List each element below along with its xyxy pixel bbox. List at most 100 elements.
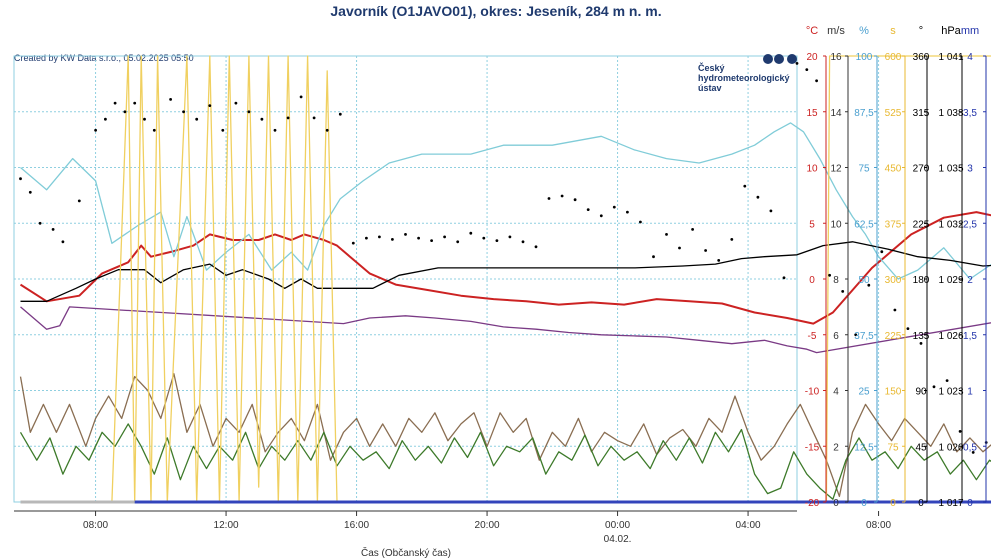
axis-tick-label: 375 [885,219,902,230]
date-label: 04.02. [604,534,632,545]
series-line-5 [19,423,991,500]
scatter-point [351,241,355,245]
axis-tick-label: 45 [915,442,927,453]
axis-tick-label: 0 [890,498,896,509]
axis-tick-label: 25 [858,387,870,398]
axis-tick-label: 12,5 [854,442,874,453]
scatter-point [365,236,368,240]
axis-tick-label: 75 [887,442,899,453]
axis-tick-label: 525 [885,108,902,119]
axis-tick-label: 100 [856,52,873,63]
scatter-point [123,110,127,114]
axis-unit: m/s [827,25,845,37]
scatter-point [61,240,65,244]
scatter-point [19,177,22,181]
scatter-point [299,95,303,99]
chart-credit: Created by KW Data s.r.o., 05.02.2025 05… [14,53,194,63]
scatter-point [626,210,629,214]
axis-tick-label: -10 [805,387,820,398]
axis-tick-label: 4 [967,52,973,63]
logo-dot-icon [787,54,797,64]
axis-tick-label: 4 [833,387,839,398]
scatter-point [482,236,486,240]
scatter-point [691,228,694,231]
axis-tick-label: 270 [913,164,930,175]
scatter-point [880,250,884,254]
axis-layer: 08:0012:0016:0020:0000:0004:0008:0012:00… [83,25,987,545]
scatter-point [208,104,212,107]
axis-tick-label: 1 [967,387,973,398]
scatter-point [51,228,55,231]
series-line-4 [19,373,991,498]
axis-unit: hPa [941,25,961,37]
scatter-point [234,101,238,105]
axis-tick-label: 3 [967,164,973,175]
axis-tick-label: 0 [967,498,973,509]
scatter-point [404,233,407,236]
series-layer [19,55,991,504]
axis-tick-label: 0 [809,275,815,286]
scatter-point [815,79,818,83]
axis-tick-label: 1 029 [938,275,963,286]
grid-layer [13,55,880,512]
scatter-point [945,379,949,382]
series-line-0 [19,211,991,325]
scatter-point [893,308,897,312]
logo-line: ústav [698,83,722,93]
scatter-point [867,283,871,287]
axis-tick-label: 1 026 [938,331,963,342]
axis-tick-label: 315 [913,108,930,119]
scatter-point [391,238,394,241]
scatter-point [221,128,225,132]
scatter-point [469,231,473,235]
axis-tick-label: 2 [833,442,839,453]
axis-tick-label: -20 [805,498,820,509]
axis-tick-label: 1 020 [938,442,963,453]
scatter-point [430,239,433,243]
axis-tick-label: 2,5 [963,219,977,230]
axis-tick-label: 87,5 [854,108,874,119]
axis-tick-label: 10 [830,219,842,230]
axis-tick-label: 0,5 [963,442,977,453]
scatter-point [312,116,316,120]
logo-line: Český [698,62,725,73]
axis-tick-label: 135 [913,331,930,342]
scatter-point [958,430,962,433]
x-tick-label: 20:00 [475,520,500,531]
scatter-point [730,238,734,241]
scatter-point [273,128,277,132]
axis-tick-label: 1 023 [938,387,963,398]
scatter-point [94,128,97,132]
scatter-point [828,273,831,277]
scatter-point [704,249,707,252]
scatter-point [932,385,936,389]
scatter-point [113,101,117,105]
axis-tick-label: 14 [830,108,842,119]
axis-tick-label: 0 [918,498,924,509]
scatter-point [182,110,186,114]
scatter-point [143,117,146,121]
scatter-point [325,128,329,132]
scatter-point [906,327,910,330]
series-line-2 [20,241,991,302]
axis-tick-label: 15 [806,108,818,119]
scatter-point [756,195,760,199]
axis-tick-label: 1,5 [963,331,977,342]
scatter-point [28,190,32,194]
axis-tick-label: 90 [915,387,927,398]
axis-tick-label: 225 [885,331,902,342]
x-tick-label: 12:00 [214,520,239,531]
scatter-point [495,239,499,243]
axis-tick-label: 8 [833,275,839,286]
axis-tick-label: 3,5 [963,108,977,119]
axis-tick-label: 225 [913,219,930,230]
axis-unit: mm [961,25,979,37]
scatter-point [169,98,173,101]
axis-tick-label: 5 [809,219,815,230]
scatter-point [104,117,107,121]
scatter-point [417,236,420,240]
scatter-point [743,184,747,188]
logo-dot-icon [774,54,784,64]
scatter-point [769,209,773,213]
